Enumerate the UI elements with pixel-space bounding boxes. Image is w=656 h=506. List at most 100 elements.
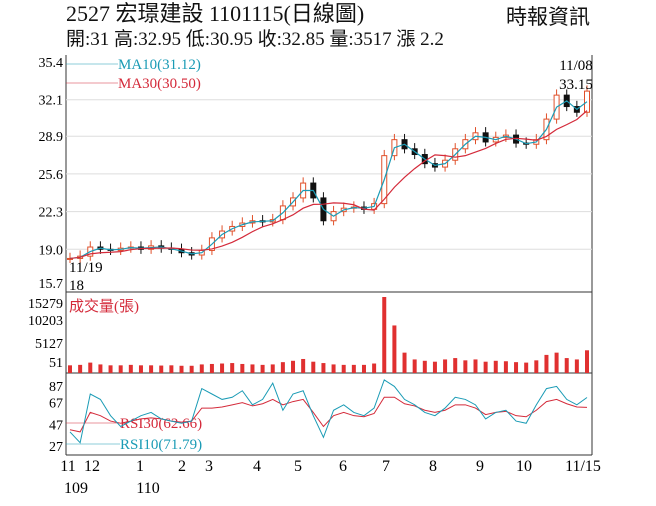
volume-bar — [118, 365, 123, 373]
low-value-label: 18 — [69, 278, 84, 294]
volume-bar — [108, 365, 113, 373]
x-month-label: 2 — [178, 458, 186, 475]
volume-bar — [453, 358, 458, 373]
y-tick-label: 25.6 — [39, 168, 64, 183]
volume-bar — [128, 364, 133, 373]
rsi-tick-label: 87 — [49, 380, 63, 395]
volume-bar — [503, 361, 508, 373]
volume-bar — [564, 358, 569, 373]
volume-bar — [554, 352, 559, 373]
volume-bar — [169, 365, 174, 373]
volume-bar — [291, 360, 296, 373]
volume-bar — [189, 365, 194, 373]
volume-bar — [230, 363, 235, 373]
volume-bar — [88, 362, 93, 373]
volume-bar — [524, 362, 529, 373]
volume-bar — [514, 362, 519, 373]
volume-title: 成交量(張) — [69, 297, 139, 315]
y-tick-label: 15.7 — [39, 277, 64, 292]
x-month-label: 11/15 — [565, 458, 601, 475]
volume-tick-label: 15279 — [28, 297, 63, 312]
volume-tick-label: 51 — [49, 356, 63, 371]
volume-bar — [301, 358, 306, 373]
ohlc-summary: 開:31 高:32.95 低:30.95 收:32.85 量:3517 漲 2.… — [66, 29, 444, 50]
rsi-legend: RSI30(62.66) — [120, 416, 202, 432]
volume-bar — [220, 363, 225, 373]
volume-tick-label: 5127 — [35, 337, 63, 352]
volume-bar — [483, 361, 488, 373]
volume-bar — [159, 365, 164, 373]
volume-bar — [331, 364, 336, 373]
volume-bar — [493, 360, 498, 373]
x-month-label: 6 — [339, 458, 347, 475]
x-month-label: 11 — [60, 458, 75, 475]
volume-bar — [544, 354, 549, 373]
volume-bar — [260, 364, 265, 373]
volume-bar — [463, 360, 468, 373]
volume-bar — [209, 363, 214, 373]
x-month-label: 7 — [382, 458, 390, 475]
volume-tick-label: 10203 — [28, 314, 63, 329]
legend-ma30: MA30(30.50) — [118, 76, 201, 92]
source-label: 時報資訊 — [506, 5, 590, 29]
rsi-tick-label: 27 — [49, 440, 63, 455]
volume-bar — [372, 363, 377, 373]
high-date-label: 11/08 — [559, 58, 593, 74]
x-month-label: 4 — [253, 458, 261, 475]
chart-title: 2527 宏璟建設 1101115(日線圖) — [66, 1, 365, 26]
y-tick-label: 35.4 — [39, 56, 64, 71]
y-tick-label: 32.1 — [39, 94, 64, 109]
rsi-legend: RSI10(71.79) — [120, 437, 202, 453]
volume-bar — [432, 361, 437, 373]
rsi-tick-label: 47 — [49, 418, 63, 433]
volume-bar — [412, 359, 417, 373]
volume-bar — [240, 363, 245, 373]
legend-ma10: MA10(31.12) — [118, 57, 201, 73]
volume-bar — [392, 325, 397, 373]
volume-bar — [138, 365, 143, 373]
volume-bar — [68, 365, 72, 373]
volume-bar — [321, 363, 326, 373]
volume-bar — [382, 297, 387, 373]
volume-bar — [443, 359, 448, 373]
volume-bar — [98, 364, 103, 373]
high-value-label: 33.15 — [559, 77, 593, 93]
volume-bar — [473, 359, 478, 373]
volume-bar — [422, 360, 427, 373]
volume-bar — [574, 359, 579, 373]
volume-bar — [149, 365, 154, 373]
rsi-line — [69, 396, 588, 433]
x-month-label: 10 — [516, 458, 532, 475]
volume-bar — [270, 364, 275, 373]
rsi-tick-label: 67 — [49, 397, 63, 412]
x-year-label: 109 — [64, 480, 88, 497]
volume-bar — [341, 364, 346, 373]
x-month-label: 8 — [429, 458, 437, 475]
volume-bar — [402, 352, 407, 373]
y-tick-label: 28.9 — [39, 130, 64, 145]
volume-bar — [179, 365, 184, 373]
x-year-label: 110 — [136, 480, 159, 497]
ma10-line — [69, 100, 588, 260]
y-tick-label: 22.3 — [39, 206, 64, 221]
volume-bar — [280, 362, 285, 373]
x-month-label: 3 — [205, 458, 213, 475]
low-date-label: 11/19 — [69, 260, 103, 276]
ma30-line — [69, 110, 588, 260]
x-month-label: 12 — [84, 458, 100, 475]
volume-bar — [199, 364, 204, 373]
y-tick-label: 19.0 — [39, 243, 64, 258]
volume-bar — [311, 361, 316, 373]
x-month-label: 1 — [136, 458, 144, 475]
volume-bar — [361, 364, 366, 373]
x-month-label: 9 — [476, 458, 484, 475]
volume-bar — [351, 364, 356, 373]
volume-bar — [585, 350, 589, 373]
rsi-line — [69, 379, 588, 444]
volume-bar — [78, 364, 83, 373]
volume-bar — [534, 360, 539, 373]
x-month-label: 5 — [294, 458, 302, 475]
volume-bar — [250, 364, 255, 373]
